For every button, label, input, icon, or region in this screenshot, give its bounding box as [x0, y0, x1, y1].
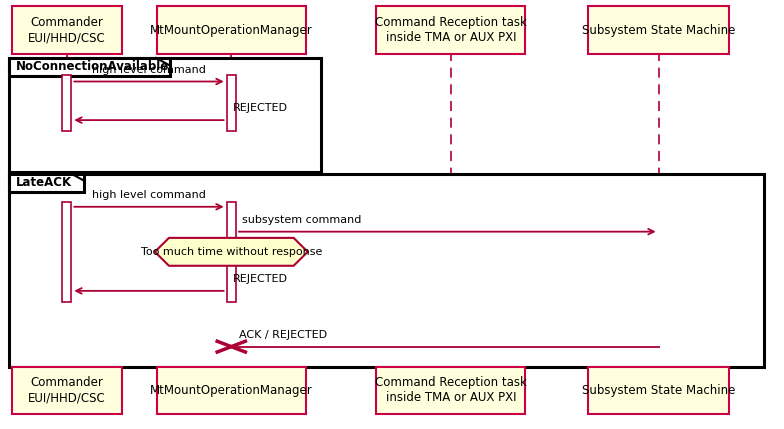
FancyBboxPatch shape — [157, 367, 306, 414]
FancyBboxPatch shape — [12, 367, 122, 414]
Bar — [9, 174, 764, 367]
Polygon shape — [154, 238, 307, 266]
Text: Commander
EUI/HHD/CSC: Commander EUI/HHD/CSC — [27, 376, 106, 405]
Bar — [9, 174, 84, 192]
Text: Command Reception task
inside TMA or AUX PXI: Command Reception task inside TMA or AUX… — [375, 16, 527, 44]
Text: REJECTED: REJECTED — [233, 274, 288, 284]
Bar — [62, 75, 71, 131]
Text: Subsystem State Machine: Subsystem State Machine — [582, 24, 735, 36]
Text: ACK / REJECTED: ACK / REJECTED — [239, 330, 327, 340]
FancyBboxPatch shape — [376, 6, 525, 54]
Bar — [227, 75, 236, 131]
FancyBboxPatch shape — [376, 367, 525, 414]
Text: Command Reception task
inside TMA or AUX PXI: Command Reception task inside TMA or AUX… — [375, 376, 527, 405]
FancyBboxPatch shape — [157, 6, 306, 54]
Text: MtMountOperationManager: MtMountOperationManager — [150, 24, 313, 36]
Text: Commander
EUI/HHD/CSC: Commander EUI/HHD/CSC — [27, 16, 106, 44]
FancyBboxPatch shape — [12, 6, 122, 54]
Bar — [227, 202, 236, 302]
Text: MtMountOperationManager: MtMountOperationManager — [150, 384, 313, 397]
Bar — [9, 58, 321, 172]
Text: REJECTED: REJECTED — [233, 103, 288, 113]
Text: high level command: high level command — [92, 190, 206, 200]
Bar — [9, 58, 170, 76]
Text: Subsystem State Machine: Subsystem State Machine — [582, 384, 735, 397]
FancyBboxPatch shape — [588, 6, 729, 54]
Text: high level command: high level command — [92, 65, 206, 75]
Text: subsystem command: subsystem command — [242, 215, 361, 225]
Text: Too much time without response: Too much time without response — [140, 247, 322, 257]
Bar — [62, 202, 71, 302]
Text: LateACK: LateACK — [16, 176, 72, 189]
FancyBboxPatch shape — [588, 367, 729, 414]
Text: NoConnectionAvailable: NoConnectionAvailable — [16, 60, 169, 73]
